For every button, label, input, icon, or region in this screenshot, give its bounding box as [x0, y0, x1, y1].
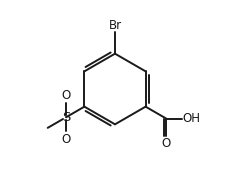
Text: S: S [62, 111, 70, 124]
Text: O: O [61, 89, 70, 102]
Text: O: O [61, 133, 70, 146]
Text: Br: Br [108, 19, 121, 32]
Text: OH: OH [182, 112, 200, 125]
Text: O: O [161, 137, 170, 150]
